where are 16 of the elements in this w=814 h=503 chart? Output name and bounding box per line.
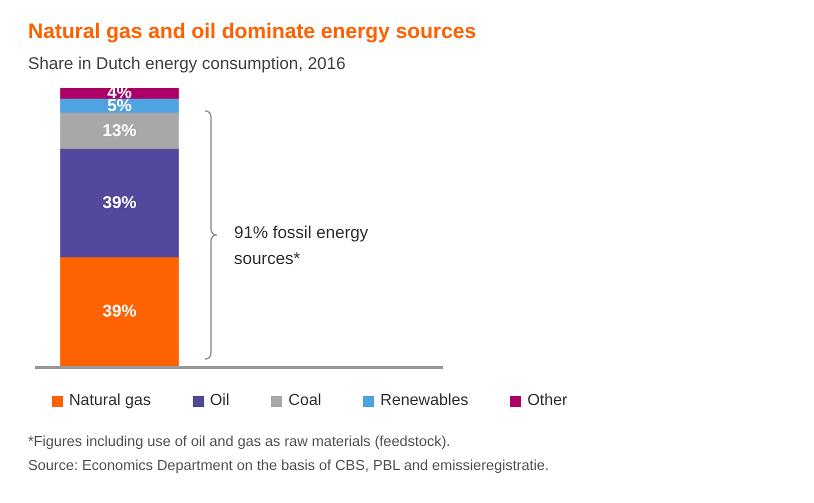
data-label: 13% — [102, 120, 137, 140]
legend-label: Natural gas — [69, 392, 151, 410]
text: 91% fossil energy sources* — [234, 222, 370, 270]
legend-label: Other — [527, 392, 568, 410]
bar — [60, 112, 179, 150]
bar — [60, 148, 179, 258]
bar — [60, 257, 179, 366]
data-label: 39% — [102, 193, 137, 212]
legend-label: Oil — [210, 392, 230, 410]
chart-subtitle: Share in Dutch energy consumption, 2016 — [28, 54, 346, 74]
text: Natural gas and oil dominate energy sources — [28, 20, 476, 44]
legend-label: Renewables — [380, 392, 468, 410]
legend-label: Coal — [288, 392, 322, 410]
data-label: 39% — [102, 301, 137, 320]
text: *Figures including use of oil and gas as raw materials (feedstock). — [28, 434, 450, 450]
source-note: Source: Economics Department on the basis of CBS, PBL and emissieregistratie. — [28, 458, 549, 474]
